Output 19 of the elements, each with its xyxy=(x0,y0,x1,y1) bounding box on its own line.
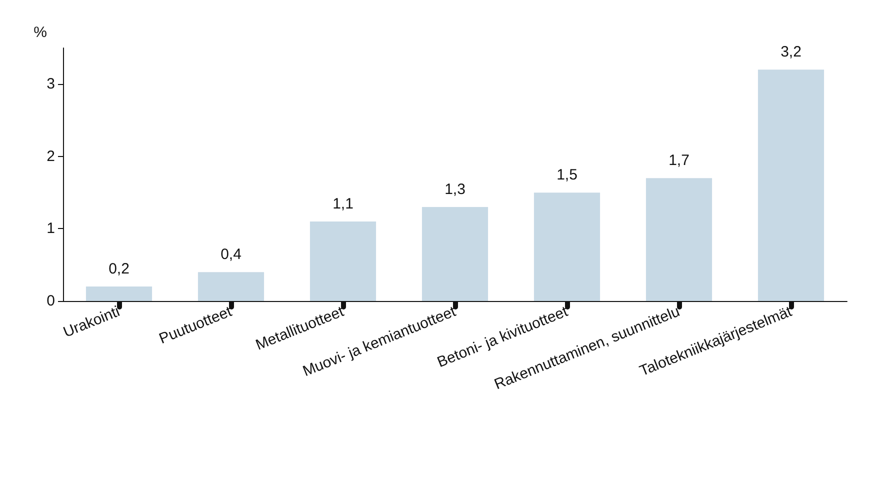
bar xyxy=(534,192,600,301)
data-label: 3,2 xyxy=(780,44,802,61)
data-label: 0,2 xyxy=(108,260,130,278)
y-tick-label: 3 xyxy=(46,76,55,93)
y-axis-title: % xyxy=(34,24,47,41)
y-tick-label: 2 xyxy=(46,148,55,165)
bar xyxy=(758,70,824,301)
y-tick-label: 0 xyxy=(46,292,55,310)
data-label: 1,7 xyxy=(668,152,690,170)
data-label: 1,1 xyxy=(332,195,354,212)
data-label: 1,3 xyxy=(444,181,466,198)
bar xyxy=(310,221,376,301)
data-label: 1,5 xyxy=(556,166,578,184)
bar xyxy=(422,207,488,301)
y-tick-label: 1 xyxy=(46,220,55,238)
data-label: 0,4 xyxy=(220,246,242,264)
bar xyxy=(646,178,712,301)
bar xyxy=(198,272,264,301)
bar xyxy=(86,286,152,301)
